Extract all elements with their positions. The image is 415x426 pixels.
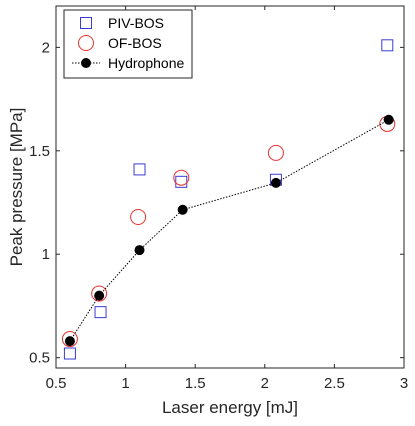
legend-label-hydrophone: Hydrophone xyxy=(108,55,184,71)
of-bos-point xyxy=(61,331,78,348)
hydrophone-point xyxy=(383,114,394,125)
of-bos-point xyxy=(91,285,108,302)
of-bos-point xyxy=(173,169,190,186)
hydrophone-point xyxy=(270,177,281,188)
y-tick-label: 1.5 xyxy=(29,143,50,160)
hydrophone-point xyxy=(94,290,105,301)
x-tick-label: 1.5 xyxy=(185,375,206,392)
hydrophone-line xyxy=(69,119,389,342)
legend-marker-hydrophone xyxy=(81,58,91,68)
x-tick-label: 1 xyxy=(121,375,129,392)
series-hydrophone xyxy=(64,114,394,347)
axes: 0.5 1 1.5 2 2.5 3 0.5 1 1.5 2 xyxy=(29,5,408,392)
series-piv-bos xyxy=(63,39,394,360)
hydrophone-point xyxy=(177,204,188,215)
legend-label-piv-bos: PIV-BOS xyxy=(108,15,164,31)
x-axis-label: Laser energy [mJ] xyxy=(162,398,298,417)
legend-marker-piv-bos xyxy=(80,17,92,29)
axes-box xyxy=(55,5,405,369)
y-tick-label: 2 xyxy=(42,39,50,56)
y-axis-label: Peak pressure [MPa] xyxy=(7,108,26,267)
piv-bos-point xyxy=(94,306,107,319)
piv-bos-point xyxy=(63,347,76,360)
y-tick-label: 0.5 xyxy=(29,350,50,367)
legend: PIV-BOS OF-BOS Hydrophone xyxy=(63,9,193,79)
x-tick-label: 3 xyxy=(400,375,408,392)
x-tick-label: 2 xyxy=(261,375,269,392)
legend-label-of-bos: OF-BOS xyxy=(108,35,162,51)
of-bos-point xyxy=(130,208,147,225)
piv-bos-point xyxy=(175,175,188,188)
hydrophone-point xyxy=(64,336,75,347)
hydrophone-point xyxy=(134,245,145,256)
piv-bos-point xyxy=(133,163,146,176)
series-of-bos xyxy=(61,115,396,348)
x-tick-label: 0.5 xyxy=(46,375,67,392)
piv-bos-point xyxy=(381,39,394,52)
legend-marker-of-bos xyxy=(78,35,94,51)
plot-area xyxy=(61,39,396,360)
of-bos-point xyxy=(267,144,284,161)
x-tick-label: 2.5 xyxy=(324,375,345,392)
y-tick-label: 1 xyxy=(42,246,50,263)
